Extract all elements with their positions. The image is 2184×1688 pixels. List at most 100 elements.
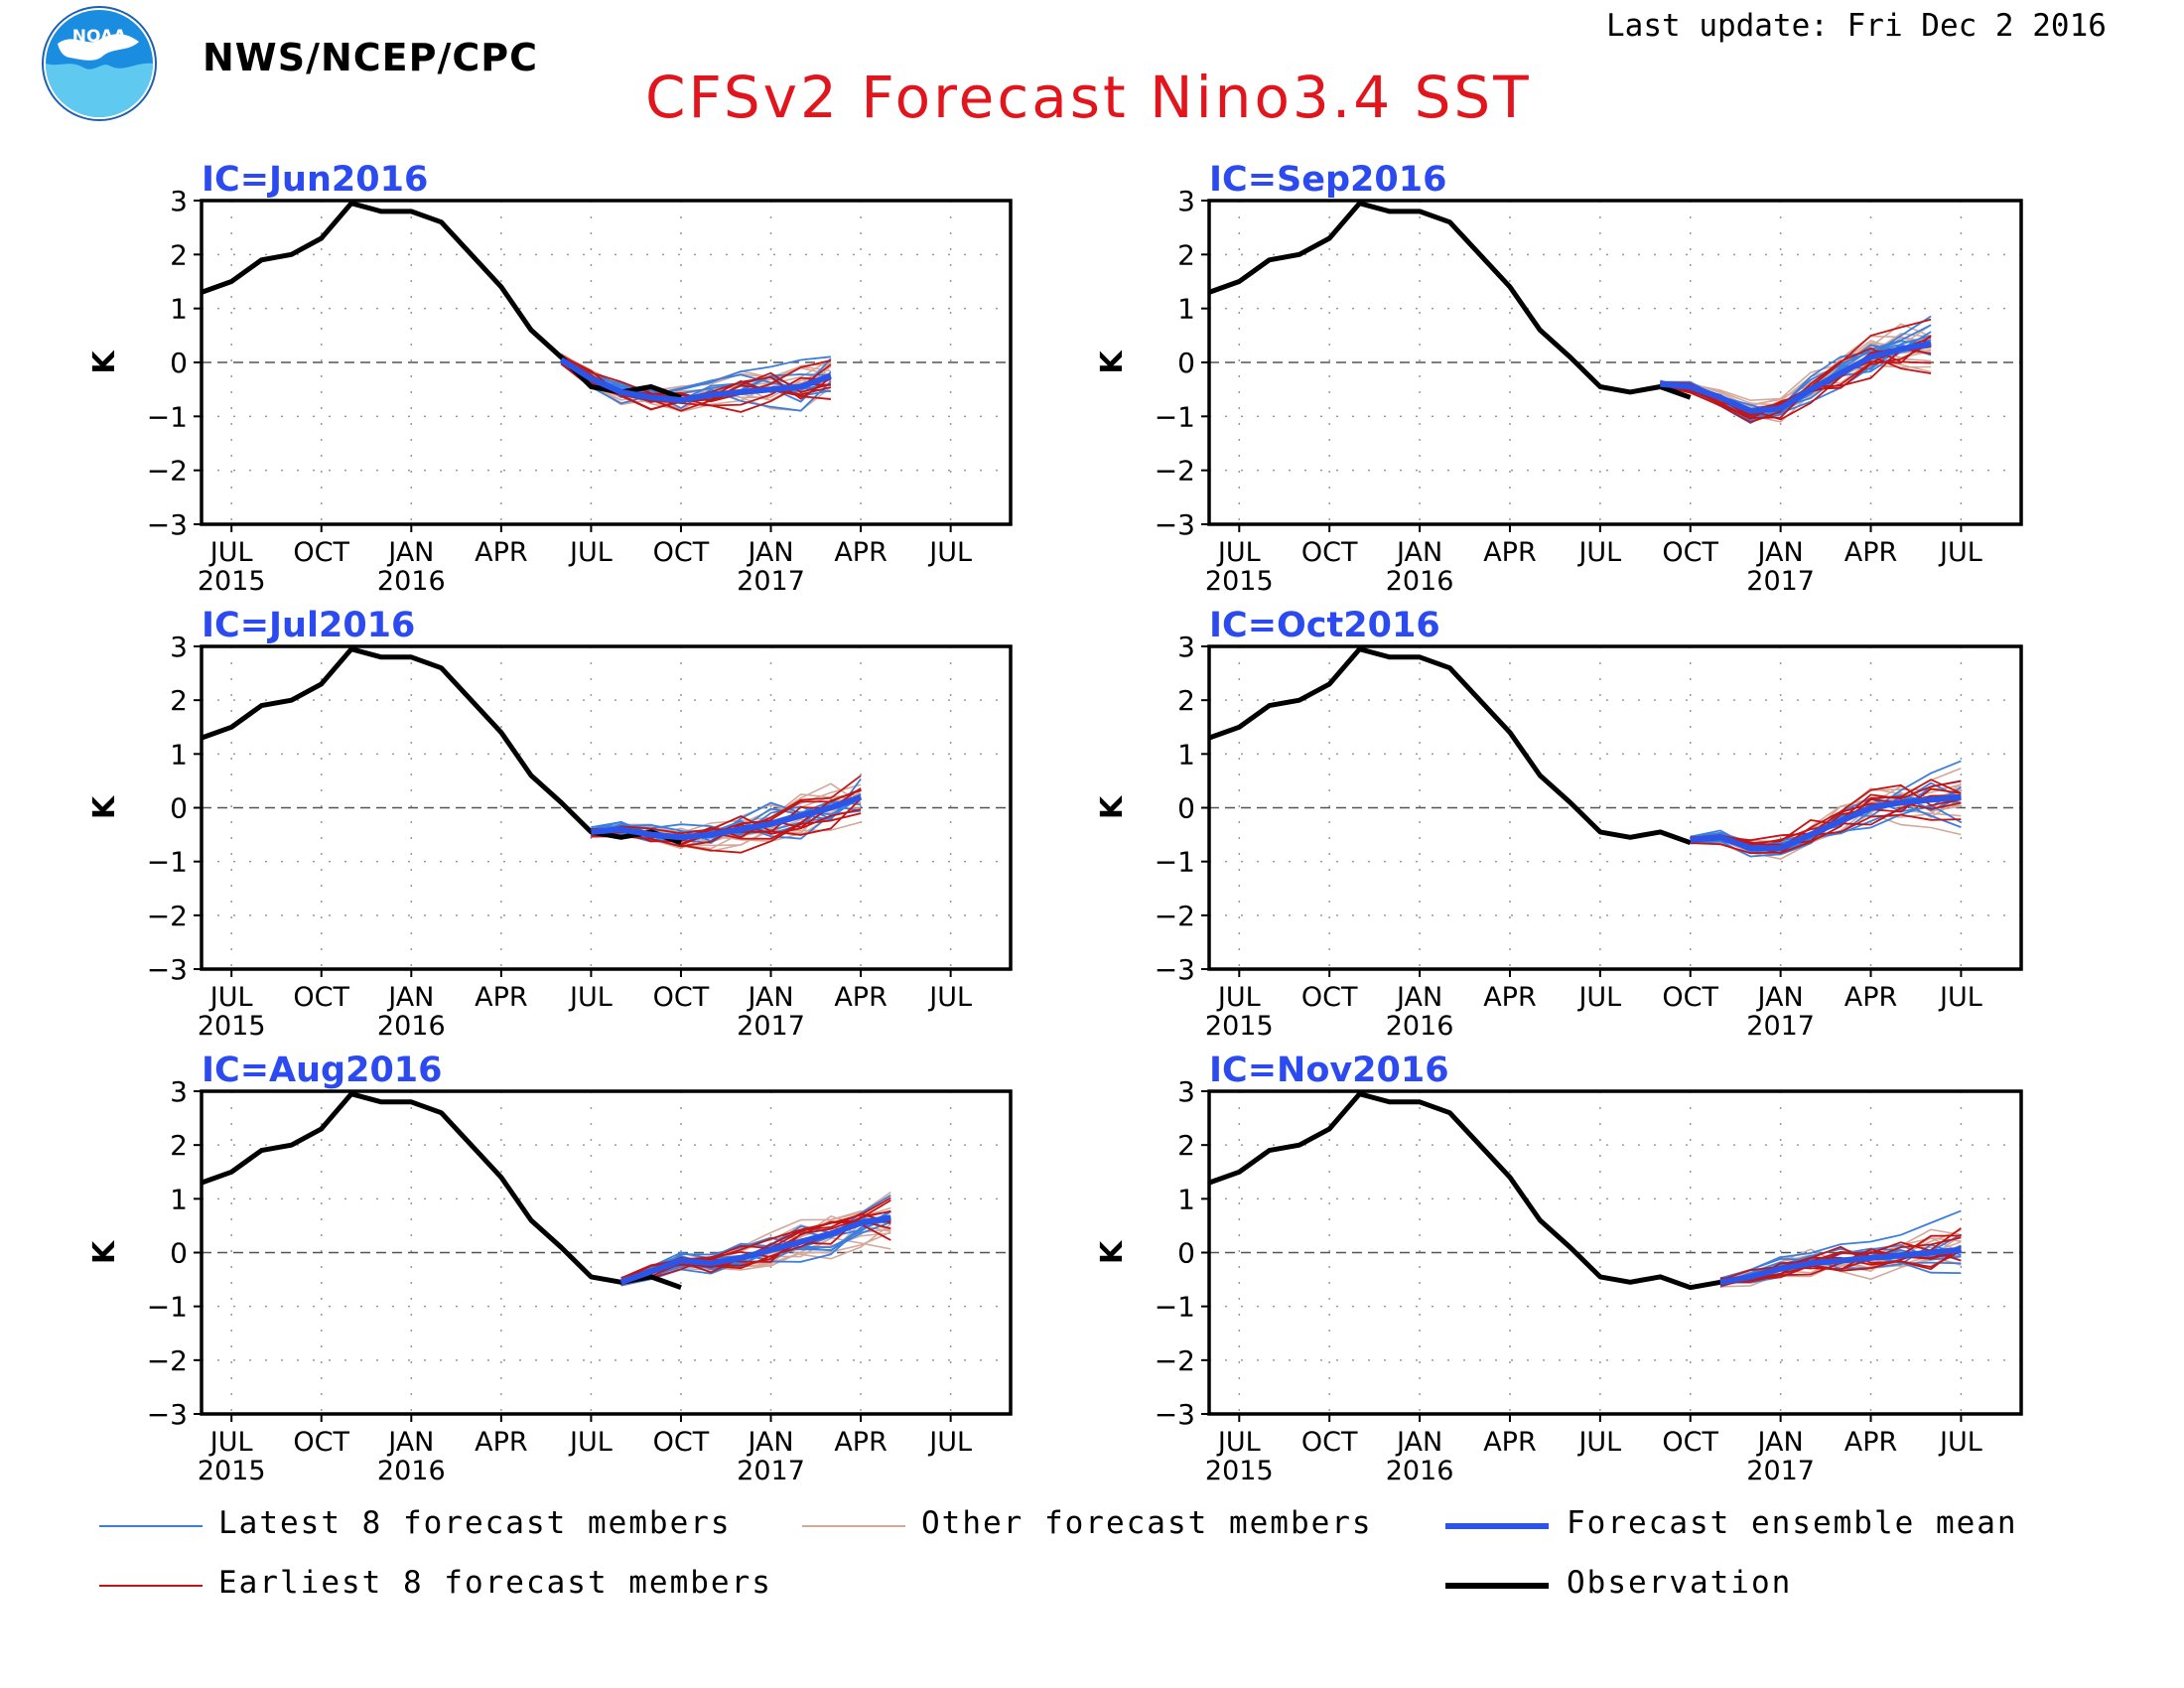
x-tick-label: JUL [927, 982, 972, 1013]
member-line-earliest [1660, 318, 1932, 419]
y-tick-label: 0 [170, 347, 188, 379]
x-tick-label: JAN [1756, 1427, 1804, 1458]
x-tick-label: JAN [1756, 537, 1804, 568]
panel-label: IC=Nov2016 [1209, 1051, 1449, 1090]
x-tick-year-label: 2016 [1386, 1011, 1454, 1042]
observation-line [1208, 201, 1692, 400]
x-tick-label: OCT [1662, 982, 1718, 1013]
y-tick-label: 2 [170, 238, 188, 271]
member-line-other [591, 783, 862, 850]
panel-label: IC=Sep2016 [1209, 160, 1446, 200]
member-line-earliest [620, 1196, 891, 1286]
panel-label: IC=Jun2016 [202, 160, 428, 200]
ensemble-mean-line [1690, 793, 1962, 852]
x-tick-year-label: 2017 [1746, 1456, 1815, 1486]
x-tick-label: OCT [1662, 537, 1718, 568]
panel-frame [1207, 199, 2023, 526]
y-tick-label: 0 [170, 1237, 188, 1270]
ensemble-mean-line [591, 793, 863, 841]
y-tick-label: −2 [147, 455, 188, 488]
x-tick-label: APR [1483, 982, 1537, 1013]
x-tick-label: OCT [653, 982, 710, 1013]
x-tick-label: JAN [746, 1427, 793, 1458]
y-tick-label: 1 [1177, 1183, 1195, 1215]
observation-line [201, 646, 682, 846]
y-tick-label: −2 [147, 900, 188, 932]
legend-label-mean: Forecast ensemble mean [1567, 1505, 2018, 1541]
x-tick-label: JUL [1938, 982, 1982, 1013]
y-axis-label: K [87, 350, 122, 374]
y-tick-label: −2 [1155, 455, 1195, 488]
panel-frame [200, 644, 1013, 971]
x-tick-label: JUL [927, 1427, 972, 1458]
x-tick-label: OCT [1301, 1427, 1358, 1458]
member-line-earliest [1690, 783, 1962, 849]
ensemble-mean-line [559, 356, 832, 403]
x-tick-label: JAN [1395, 982, 1442, 1013]
x-tick-label: OCT [293, 537, 349, 568]
y-tick-label: −1 [1155, 1291, 1195, 1324]
y-tick-label: 2 [1177, 684, 1195, 717]
x-tick-year-label: 2017 [737, 566, 805, 597]
x-tick-label: JUL [208, 982, 253, 1013]
x-tick-year-label: 2016 [377, 1456, 446, 1486]
y-tick-label: 3 [170, 185, 188, 217]
y-tick-label: 1 [170, 738, 188, 771]
y-tick-label: −1 [1155, 400, 1195, 433]
y-tick-label: 0 [1177, 1237, 1195, 1270]
member-line-latest [1719, 1209, 1962, 1281]
x-tick-label: JAN [746, 982, 793, 1013]
y-axis-label: K [1095, 350, 1130, 374]
legend-label-earliest: Earliest 8 forecast members [218, 1565, 772, 1601]
x-tick-label: JAN [1395, 537, 1442, 568]
x-tick-label: APR [475, 537, 528, 568]
agency-name: NWS/NCEP/CPC [203, 36, 538, 79]
y-tick-label: −3 [1155, 1398, 1195, 1431]
y-tick-label: −3 [1155, 508, 1195, 541]
x-tick-year-label: 2016 [377, 566, 446, 597]
x-tick-label: APR [1844, 537, 1898, 568]
x-tick-label: JUL [1216, 982, 1261, 1013]
x-tick-label: JUL [208, 537, 253, 568]
ensemble-mean-line [1660, 341, 1932, 414]
x-tick-label: OCT [1301, 982, 1358, 1013]
y-tick-label: 0 [1177, 792, 1195, 825]
y-tick-label: −1 [147, 400, 188, 433]
x-tick-year-label: 2015 [198, 1456, 266, 1486]
legend-swatch-other [802, 1525, 905, 1527]
x-tick-label: JUL [1938, 537, 1982, 568]
panel-label: IC=Oct2016 [1209, 606, 1440, 645]
observation-line [1208, 646, 1692, 846]
legend-swatch-mean [1445, 1523, 1549, 1529]
panel-frame [200, 1089, 1013, 1416]
x-tick-label: JAN [1756, 982, 1804, 1013]
x-tick-label: JUL [927, 537, 972, 568]
logo-text: NOAA [72, 27, 127, 47]
x-tick-label: JAN [1395, 1427, 1442, 1458]
y-tick-label: 3 [1177, 1075, 1195, 1108]
x-tick-label: JAN [386, 1427, 434, 1458]
x-tick-label: JUL [1576, 982, 1621, 1013]
y-tick-label: 3 [1177, 631, 1195, 663]
y-axis-label: K [1095, 794, 1130, 819]
x-tick-label: JUL [568, 1427, 613, 1458]
panel-frame [200, 199, 1013, 526]
y-tick-label: −3 [1155, 953, 1195, 986]
observation-line [201, 1091, 682, 1291]
observation-line [1208, 1091, 1721, 1291]
y-tick-label: 0 [170, 792, 188, 825]
x-tick-label: OCT [293, 982, 349, 1013]
x-tick-label: JAN [746, 537, 793, 568]
last-update-text: Last update: Fri Dec 2 2016 [1606, 8, 2107, 44]
noaa-logo-icon: NOAA [42, 6, 157, 121]
panel-label: IC=Aug2016 [202, 1051, 443, 1090]
y-tick-label: −2 [1155, 900, 1195, 932]
x-tick-label: OCT [1662, 1427, 1718, 1458]
legend-swatch-observation [1445, 1583, 1549, 1589]
x-tick-year-label: 2017 [737, 1011, 805, 1042]
y-tick-label: −3 [147, 953, 188, 986]
ensemble-mean-line [1719, 1246, 1962, 1286]
